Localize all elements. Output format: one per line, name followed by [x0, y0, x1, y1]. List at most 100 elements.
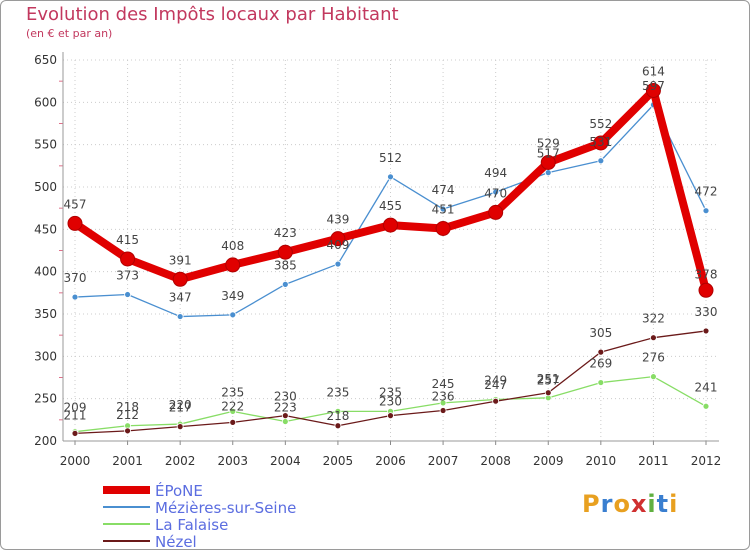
data-point: [124, 291, 131, 298]
data-point: [650, 334, 657, 342]
data-label: 349: [221, 289, 244, 303]
data-point: [488, 204, 504, 220]
x-tick-label: 2012: [691, 454, 722, 468]
data-point: [172, 271, 188, 287]
data-point: [702, 207, 710, 215]
data-label: 552: [589, 117, 612, 131]
logo-letter: r: [600, 490, 614, 518]
data-point: [225, 257, 241, 273]
data-point: [281, 280, 289, 288]
data-label: 211: [64, 409, 87, 423]
x-tick-label: 2005: [323, 454, 354, 468]
data-label: 614: [642, 64, 665, 78]
data-label: 455: [379, 199, 402, 213]
data-point: [435, 220, 451, 236]
data-point: [277, 244, 293, 260]
data-point: [702, 402, 710, 410]
data-point: [702, 327, 710, 335]
data-label: 347: [169, 291, 192, 305]
data-point: [67, 215, 83, 231]
proxiti-logo: Proxiti: [582, 490, 678, 518]
data-point: [698, 282, 714, 298]
data-point: [439, 407, 447, 414]
legend-label: ÉPoNE: [155, 481, 203, 500]
data-label: 512: [379, 151, 402, 165]
data-label: 236: [432, 390, 455, 404]
data-point: [281, 412, 289, 420]
x-tick-label: 2010: [586, 454, 617, 468]
x-tick-label: 2011: [638, 454, 669, 468]
data-label: 223: [274, 401, 297, 415]
x-tick-label: 2007: [428, 454, 459, 468]
data-label: 241: [695, 380, 718, 394]
data-label: 451: [432, 202, 455, 216]
data-label: 370: [64, 271, 87, 285]
grid-layer: [63, 59, 719, 442]
data-label-layer: 457 415 391 408 423 439 455 451 470 529 552 614 378 3…: [64, 64, 718, 422]
axis-layer: 200 250 300 350 400 450 500 550 600 650 2000 2001 20…: [34, 52, 721, 468]
legend-label: Mézières-sur-Seine: [155, 499, 296, 517]
data-label: 457: [64, 197, 87, 211]
y-tick-label: 550: [34, 138, 57, 152]
y-tick-label: 250: [34, 392, 57, 406]
y-tick-label: 500: [34, 180, 57, 194]
data-point: [387, 412, 394, 420]
data-label: 517: [537, 147, 560, 161]
logo-letter: x: [630, 490, 648, 518]
data-point: [334, 260, 342, 268]
data-label: 218: [326, 409, 349, 423]
data-label: 391: [169, 253, 192, 267]
data-label: 235: [379, 385, 402, 399]
data-point: [439, 205, 447, 213]
data-label: 251: [537, 372, 560, 386]
data-label: 373: [116, 269, 139, 283]
logo-letter: o: [613, 490, 631, 518]
y-tick-label: 450: [34, 222, 57, 236]
data-point: [229, 407, 237, 415]
data-label: 217: [169, 401, 192, 415]
x-tick-label: 2008: [480, 454, 511, 468]
data-point: [176, 423, 184, 431]
data-label: 249: [484, 374, 507, 388]
data-point: [540, 154, 556, 170]
data-point: [281, 418, 289, 425]
data-label: 218: [116, 400, 139, 414]
data-point: [229, 311, 237, 319]
y-tick-label: 600: [34, 95, 57, 109]
legend-label: Nézel: [155, 533, 197, 550]
data-label: 235: [221, 385, 244, 399]
x-tick-label: 2001: [112, 454, 143, 468]
data-label: 222: [221, 399, 244, 413]
data-label: 269: [589, 357, 612, 371]
y-tick-label: 650: [34, 53, 57, 67]
data-label: 529: [537, 136, 560, 150]
data-point: [544, 169, 552, 177]
y-tick-label: 200: [34, 434, 57, 448]
data-label: 597: [642, 79, 665, 93]
x-tick-label: 2009: [533, 454, 564, 468]
x-tick-label: 2003: [217, 454, 248, 468]
data-label: 409: [326, 238, 349, 252]
data-label: 408: [221, 239, 244, 253]
data-point: [383, 217, 398, 233]
data-label: 209: [64, 400, 87, 414]
data-label: 415: [116, 233, 139, 247]
logo-letter: i: [647, 490, 657, 518]
data-point: [597, 379, 605, 386]
data-label: 330: [695, 305, 718, 319]
data-point: [120, 251, 136, 267]
data-point: [597, 157, 605, 165]
data-label: 220: [169, 398, 192, 412]
data-label: 305: [589, 326, 612, 340]
data-point: [597, 348, 605, 356]
logo-letter: i: [669, 490, 679, 518]
legend-label: La Falaise: [155, 516, 228, 534]
data-point: [650, 373, 657, 381]
x-tick-label: 2006: [375, 454, 406, 468]
x-tick-label: 2000: [60, 454, 91, 468]
data-point: [439, 399, 447, 407]
data-label: 470: [484, 186, 507, 200]
x-tick-label: 2004: [270, 454, 301, 468]
